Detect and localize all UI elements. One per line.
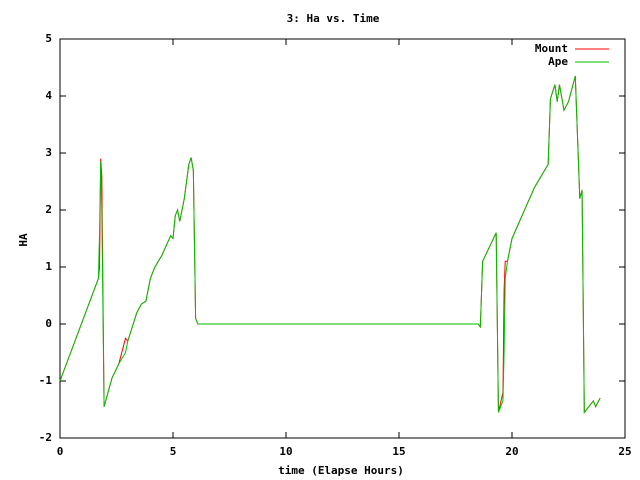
chart-title: 3: Ha vs. Time [287, 12, 380, 25]
x-tick-label: 15 [392, 445, 405, 458]
data-line [59, 75, 601, 414]
y-axis-label: HA [17, 233, 30, 247]
y-tick-label: -2 [39, 431, 52, 444]
x-tick-label: 20 [505, 445, 518, 458]
x-tick-label: 10 [279, 445, 292, 458]
x-axis-label: time (Elapse Hours) [278, 464, 404, 477]
y-tick-label: 5 [45, 32, 52, 45]
y-tick-label: 2 [45, 203, 52, 216]
y-tick-label: 0 [45, 317, 52, 330]
plot-frame [59, 38, 626, 439]
y-tick-label: 4 [45, 89, 52, 102]
legend-label: Mount [535, 42, 568, 55]
y-tick-label: 1 [45, 260, 52, 273]
x-tick-label: 25 [618, 445, 631, 458]
x-tick-label: 0 [57, 445, 64, 458]
legend-label: Ape [548, 55, 568, 68]
y-tick-label: -1 [39, 374, 53, 387]
y-tick-label: 3 [45, 146, 52, 159]
x-tick-label: 5 [170, 445, 177, 458]
